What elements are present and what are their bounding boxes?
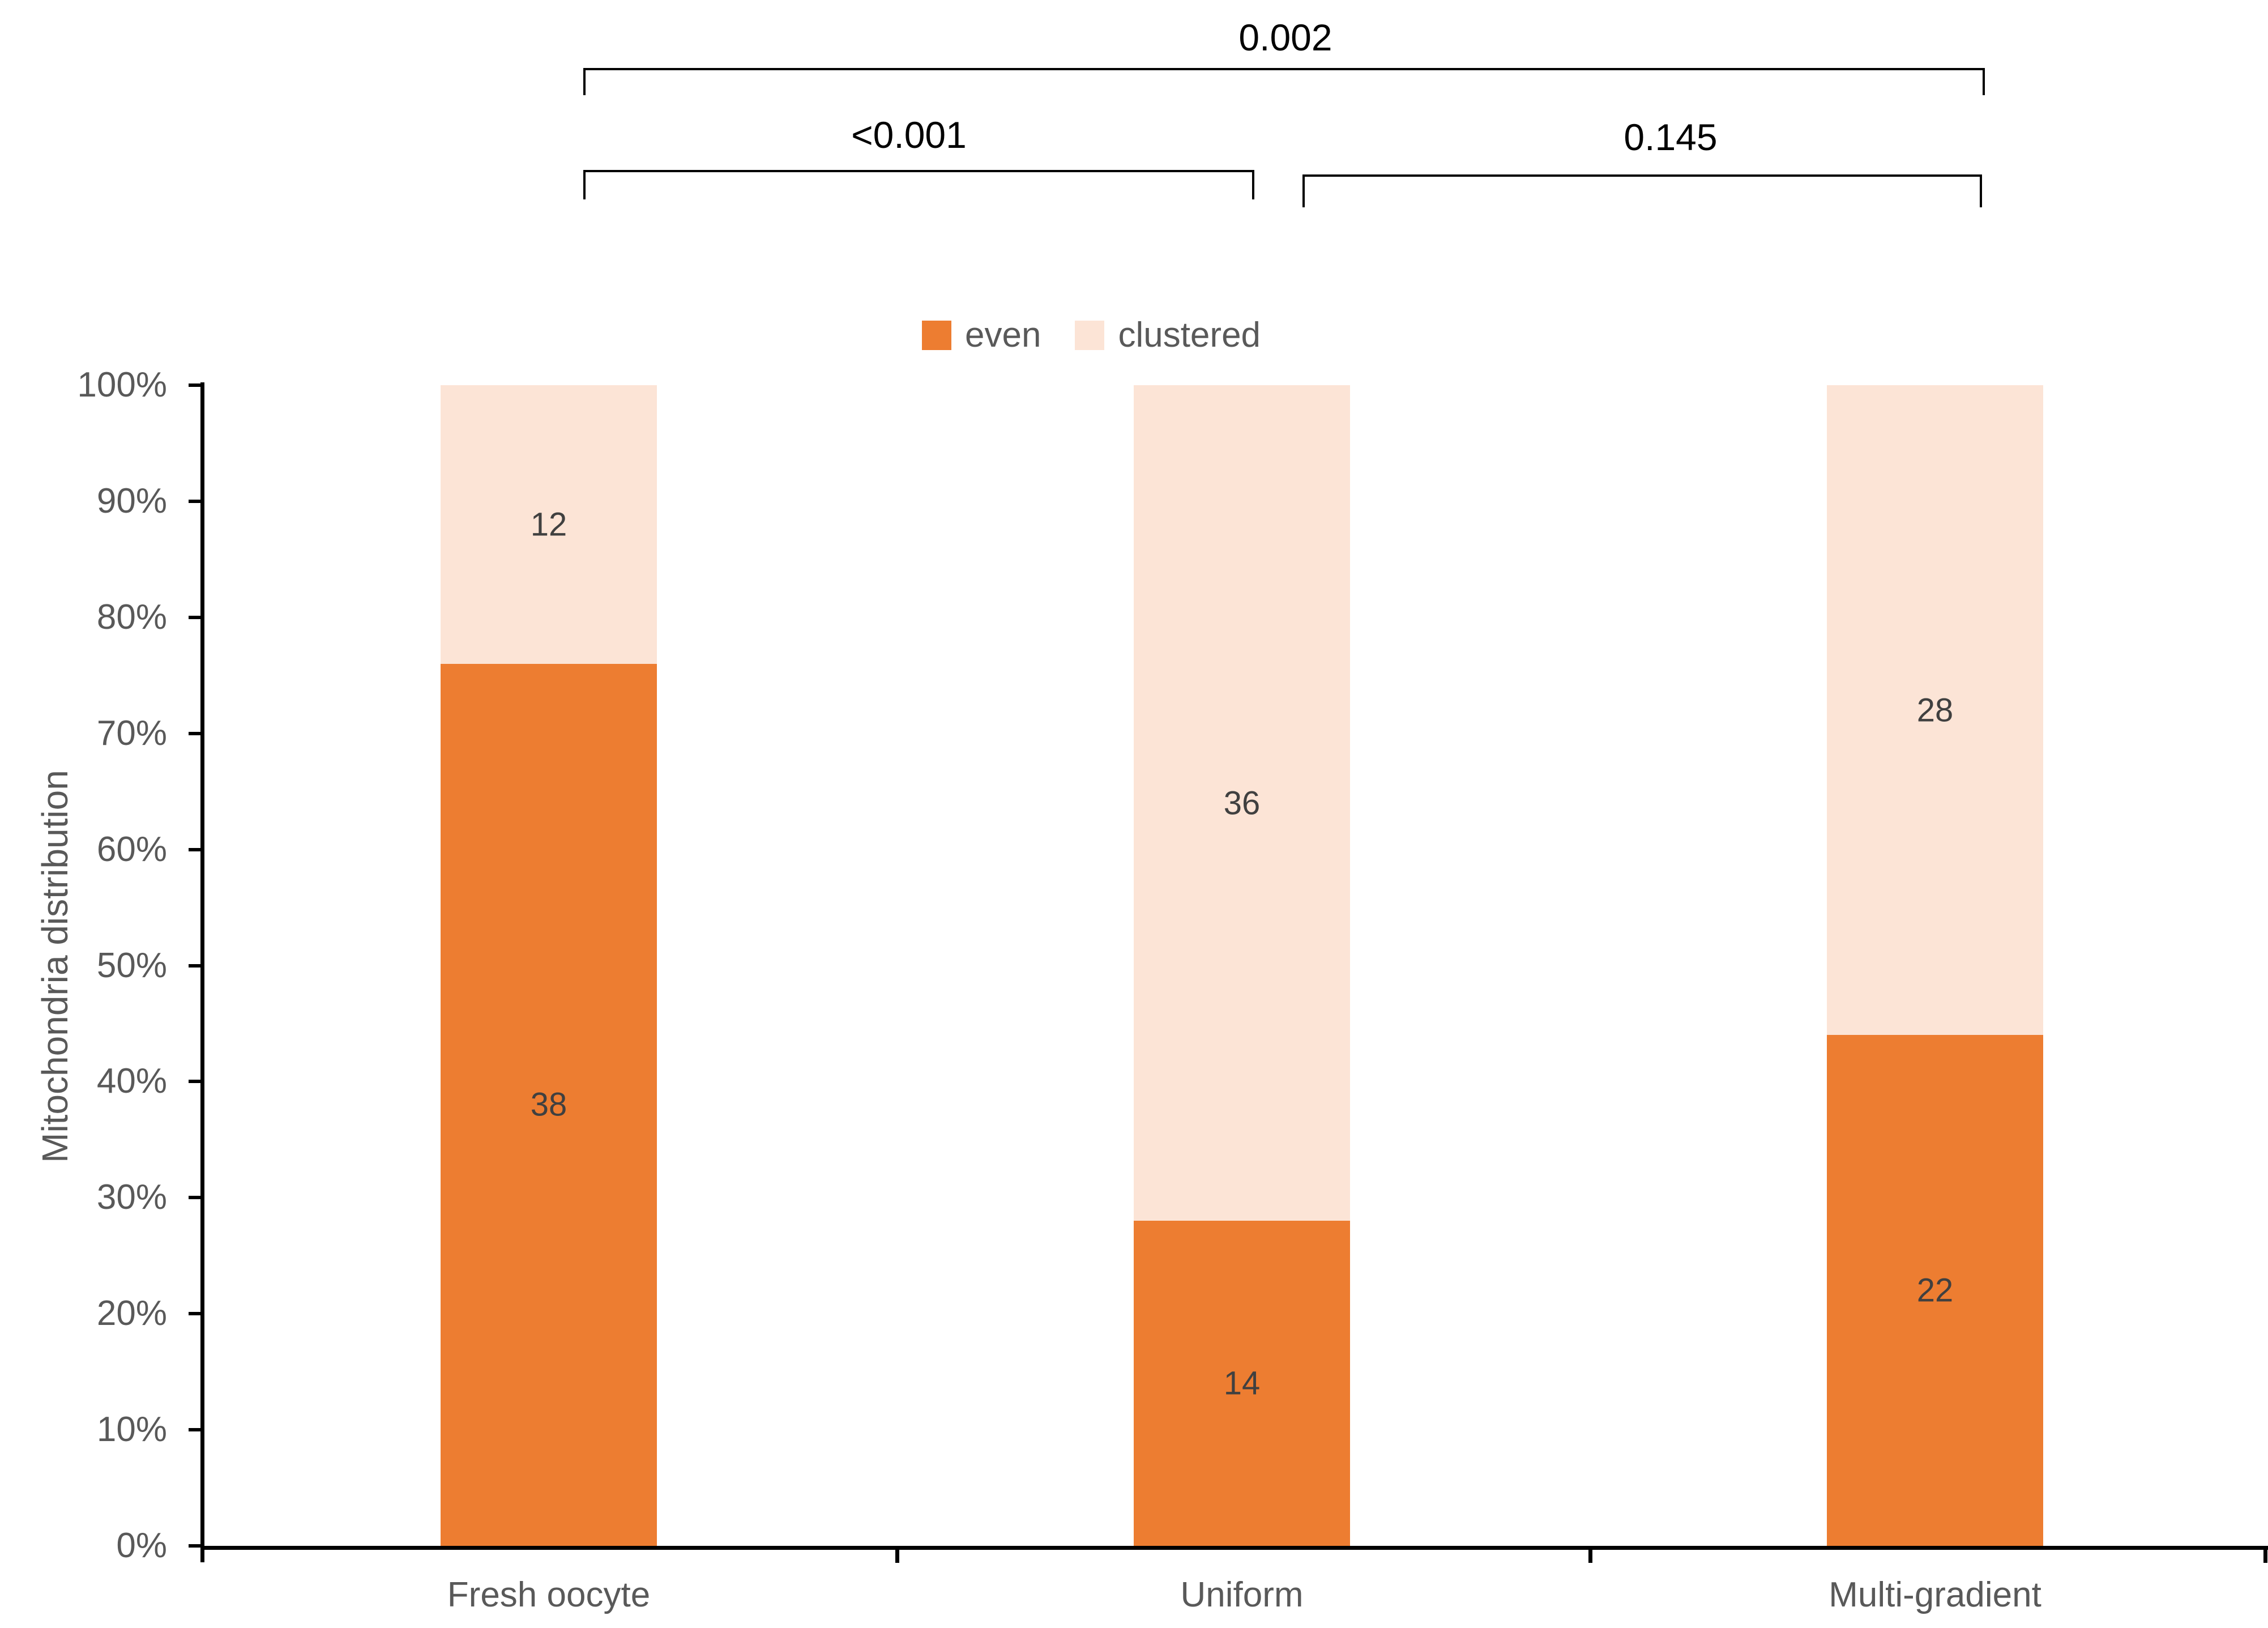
bracket-tick-right-right bbox=[1980, 174, 1982, 207]
legend-item-even: even bbox=[922, 315, 1041, 356]
x-category-label-Fresh oocyte: Fresh oocyte bbox=[447, 1575, 651, 1614]
legend-label-clustered: clustered bbox=[1118, 316, 1261, 355]
data-label-even-Multi-gradient: 22 bbox=[1916, 1272, 1954, 1309]
x-axis-line bbox=[200, 1546, 2268, 1550]
y-tick-mark-70% bbox=[189, 731, 202, 735]
bar-segment-clustered-Multi-gradient bbox=[1827, 385, 2043, 1035]
x-category-label-Multi-gradient: Multi-gradient bbox=[1829, 1575, 2041, 1614]
bracket-horizontal-left bbox=[583, 170, 1254, 172]
data-label-even-Fresh oocyte: 38 bbox=[530, 1086, 567, 1123]
p-value-label-right: 0.145 bbox=[1624, 116, 1718, 158]
bracket-tick-left-overall bbox=[583, 68, 586, 95]
legend-label-even: even bbox=[965, 316, 1041, 355]
legend-item-clustered: clustered bbox=[1075, 315, 1261, 356]
y-tick-mark-90% bbox=[189, 499, 202, 503]
y-tick-mark-50% bbox=[189, 964, 202, 968]
y-tick-label-70%: 70% bbox=[96, 713, 167, 753]
y-tick-label-20%: 20% bbox=[96, 1294, 167, 1333]
y-tick-mark-0% bbox=[189, 1544, 202, 1548]
x-axis-tick-2 bbox=[1588, 1550, 1592, 1563]
bar-segment-even-Uniform bbox=[1134, 1221, 1350, 1546]
y-tick-mark-100% bbox=[189, 383, 202, 387]
x-axis-tick-3 bbox=[2263, 1550, 2267, 1563]
data-label-clustered-Fresh oocyte: 12 bbox=[530, 506, 567, 543]
y-tick-label-60%: 60% bbox=[96, 829, 167, 869]
y-tick-mark-60% bbox=[189, 847, 202, 851]
y-tick-mark-30% bbox=[189, 1196, 202, 1200]
bracket-tick-left-left bbox=[583, 170, 586, 199]
y-tick-label-0%: 0% bbox=[116, 1526, 167, 1565]
y-tick-label-40%: 40% bbox=[96, 1062, 167, 1101]
legend: even clustered bbox=[922, 315, 1261, 356]
bracket-tick-right-overall bbox=[1983, 68, 1985, 95]
y-tick-label-90%: 90% bbox=[96, 481, 167, 521]
bracket-horizontal-right bbox=[1302, 174, 1982, 177]
data-label-clustered-Multi-gradient: 28 bbox=[1916, 692, 1954, 729]
bracket-tick-left-right bbox=[1302, 174, 1305, 207]
bar-segment-clustered-Fresh oocyte bbox=[441, 385, 657, 664]
y-axis-line bbox=[200, 382, 204, 1562]
y-tick-label-80%: 80% bbox=[96, 597, 167, 637]
y-tick-mark-20% bbox=[189, 1312, 202, 1316]
p-value-label-left: <0.001 bbox=[851, 114, 967, 156]
data-label-even-Uniform: 14 bbox=[1223, 1365, 1261, 1402]
legend-swatch-clustered-icon bbox=[1075, 321, 1105, 350]
data-label-clustered-Uniform: 36 bbox=[1223, 785, 1261, 822]
bracket-tick-right-left bbox=[1252, 170, 1254, 199]
x-axis-tick-1 bbox=[895, 1550, 899, 1563]
y-tick-label-50%: 50% bbox=[96, 945, 167, 985]
y-tick-mark-80% bbox=[189, 615, 202, 619]
y-tick-mark-10% bbox=[189, 1428, 202, 1432]
y-tick-label-10%: 10% bbox=[96, 1410, 167, 1450]
y-tick-label-100%: 100% bbox=[77, 365, 167, 404]
y-tick-mark-40% bbox=[189, 1080, 202, 1084]
x-category-label-Uniform: Uniform bbox=[1180, 1575, 1304, 1614]
bracket-horizontal-overall bbox=[583, 68, 1985, 70]
bar-segment-even-Multi-gradient bbox=[1827, 1035, 2043, 1546]
legend-swatch-even-icon bbox=[922, 321, 951, 350]
y-tick-label-30%: 30% bbox=[96, 1178, 167, 1217]
p-value-label-overall: 0.002 bbox=[1238, 16, 1332, 58]
bar-segment-clustered-Uniform bbox=[1134, 385, 1350, 1221]
bar-segment-even-Fresh oocyte bbox=[441, 663, 657, 1546]
